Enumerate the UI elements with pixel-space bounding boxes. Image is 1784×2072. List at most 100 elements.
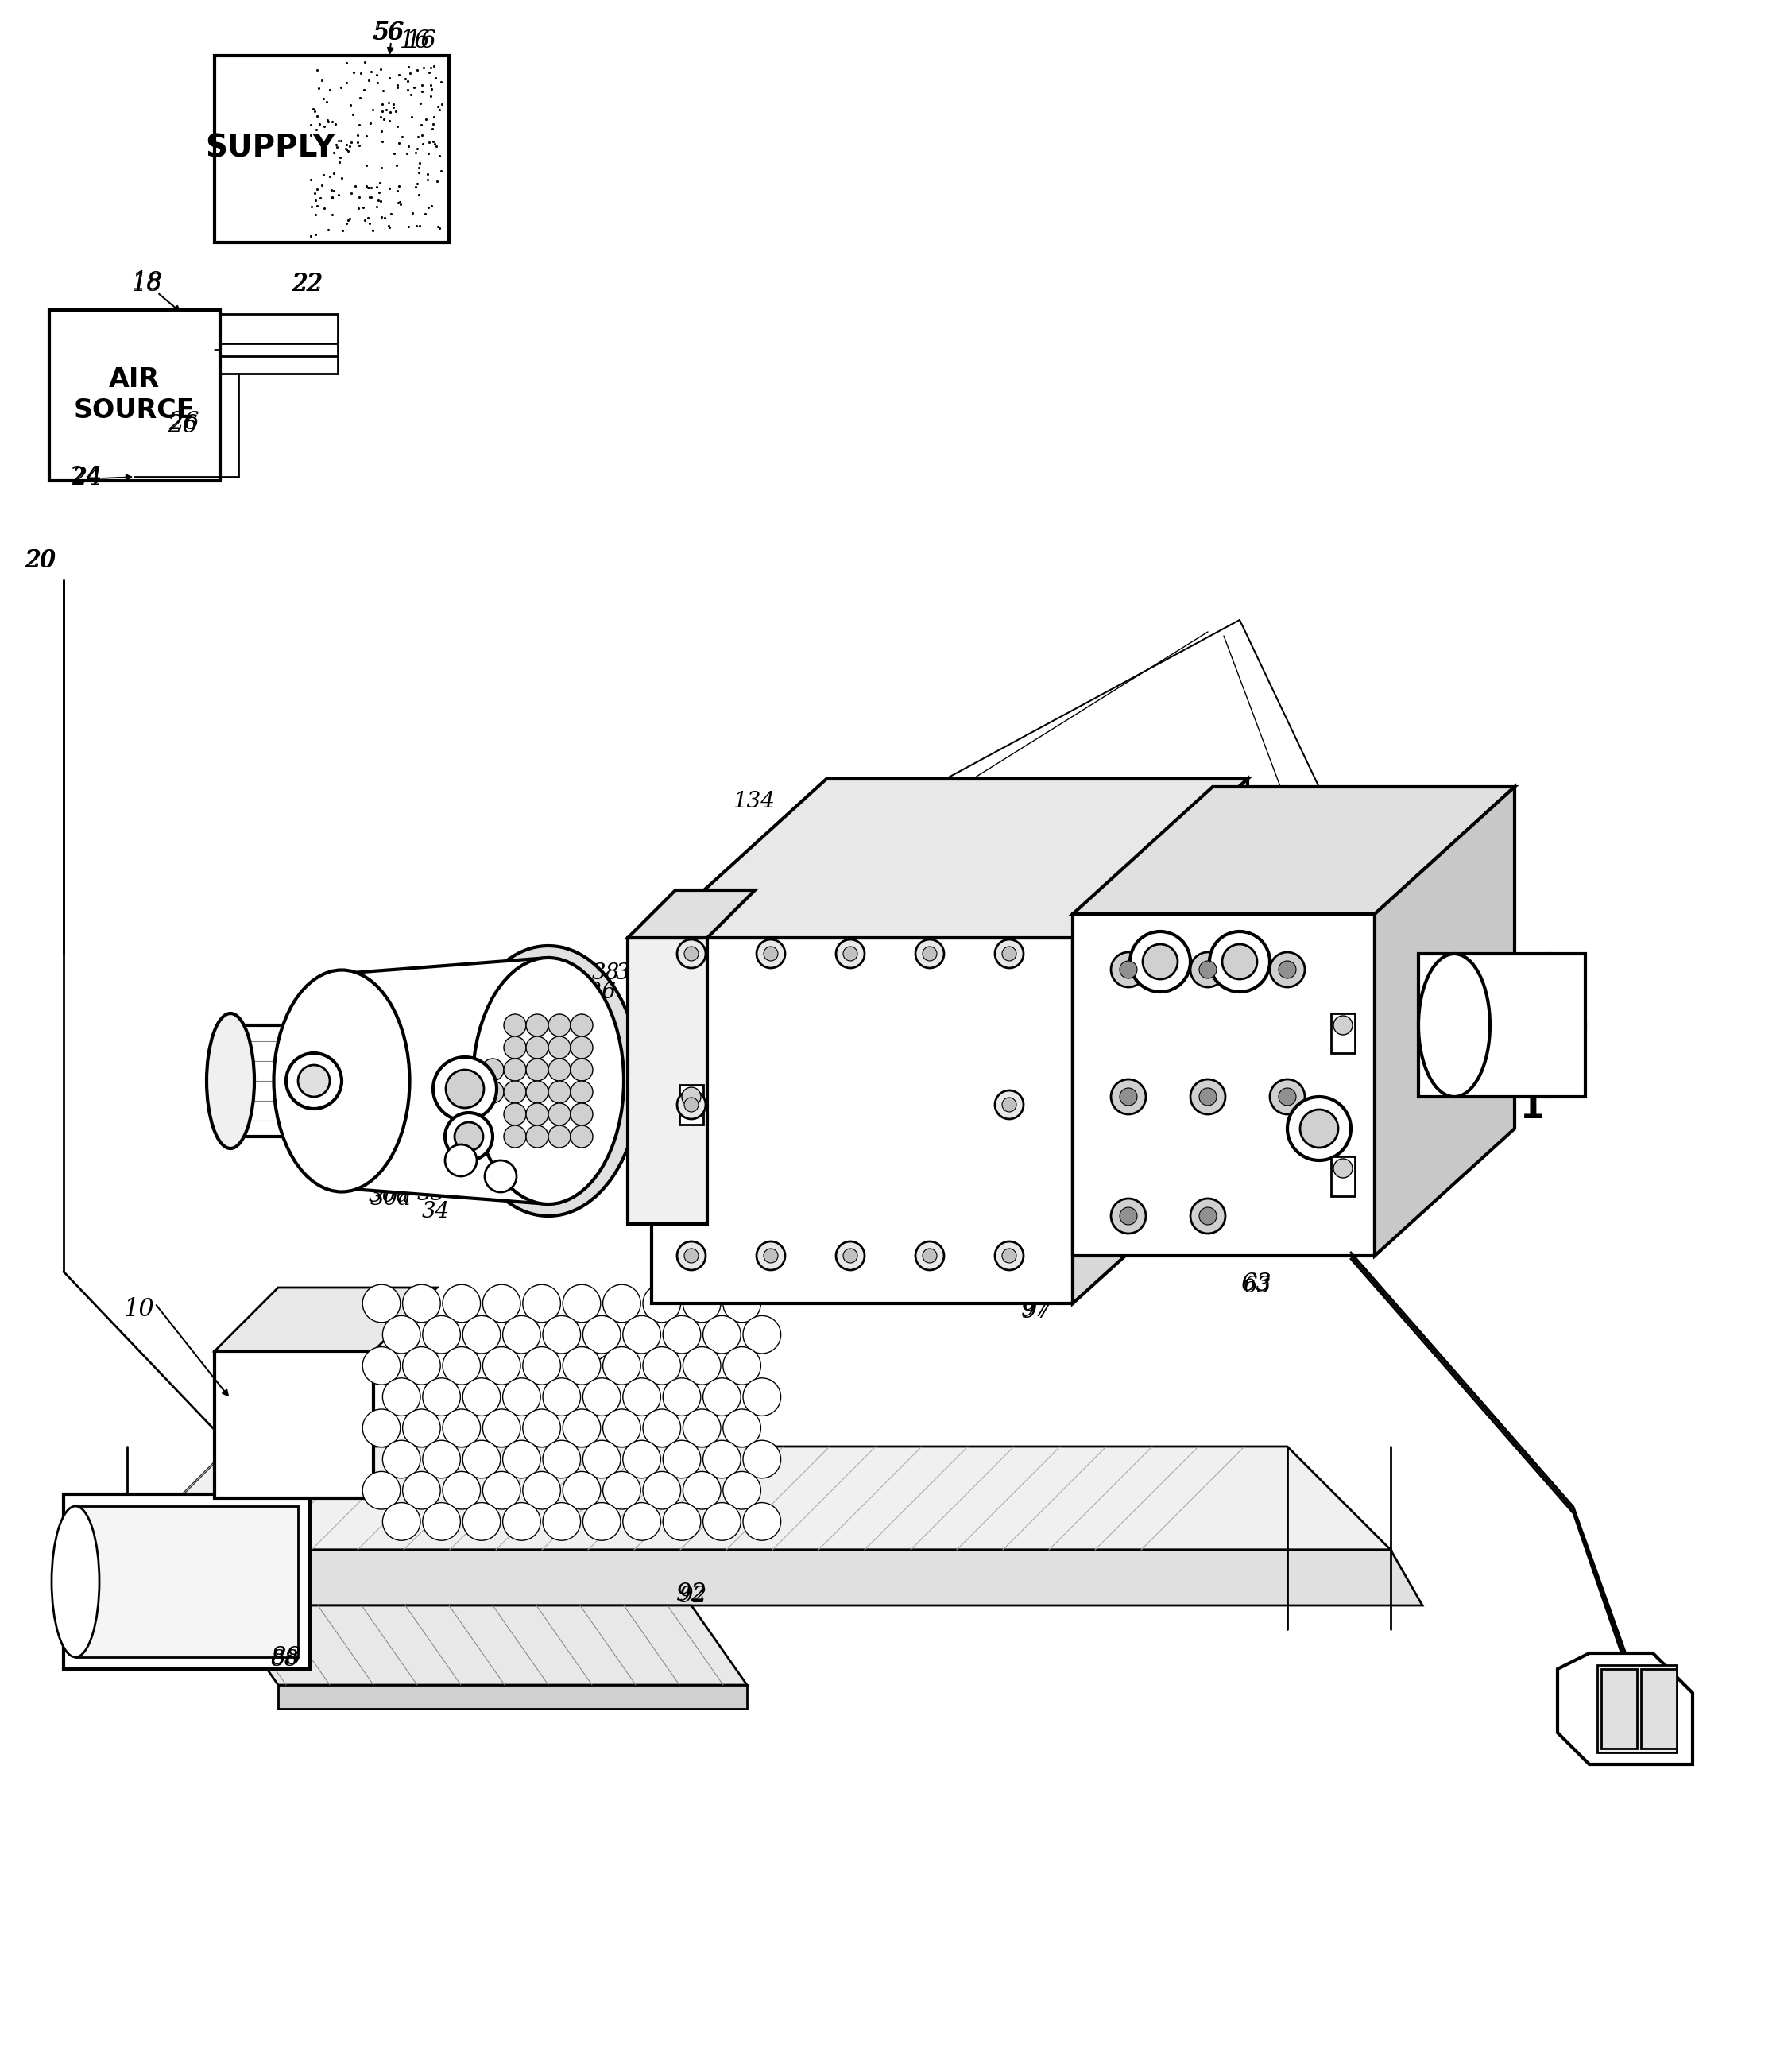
Circle shape (1003, 1249, 1017, 1264)
Circle shape (742, 1502, 781, 1539)
Circle shape (742, 1378, 781, 1415)
Circle shape (1003, 947, 1017, 961)
Circle shape (442, 1409, 480, 1446)
Circle shape (1190, 1198, 1226, 1233)
Circle shape (562, 1409, 601, 1446)
Circle shape (764, 1249, 778, 1264)
Text: 56: 56 (373, 21, 403, 46)
Circle shape (623, 1378, 660, 1415)
Text: FIG. 1: FIG. 1 (1427, 1092, 1545, 1125)
Circle shape (583, 1378, 621, 1415)
Circle shape (382, 1316, 421, 1353)
Circle shape (915, 1241, 944, 1270)
Circle shape (462, 1502, 501, 1539)
Circle shape (434, 1057, 496, 1121)
Circle shape (642, 1347, 681, 1384)
Circle shape (642, 1471, 681, 1508)
Circle shape (1279, 961, 1297, 978)
Circle shape (526, 1082, 548, 1102)
Text: 10: 10 (123, 1297, 155, 1322)
Circle shape (603, 1285, 640, 1322)
Text: 26: 26 (168, 412, 198, 437)
Circle shape (571, 1082, 592, 1102)
Circle shape (503, 1316, 541, 1353)
Circle shape (285, 1053, 343, 1109)
Text: 50: 50 (541, 1065, 571, 1090)
Circle shape (685, 1249, 699, 1264)
Text: 91: 91 (1006, 1260, 1037, 1285)
Circle shape (444, 1144, 476, 1177)
Polygon shape (651, 779, 1247, 939)
Bar (64, 1494, 310, 1670)
Circle shape (442, 1285, 480, 1322)
Ellipse shape (457, 945, 640, 1216)
Circle shape (723, 1409, 760, 1446)
Text: 18: 18 (132, 271, 162, 296)
Circle shape (603, 1347, 640, 1384)
Bar (680, 1086, 703, 1125)
Polygon shape (1072, 779, 1247, 1303)
Circle shape (542, 1378, 580, 1415)
Text: 22: 22 (293, 271, 323, 296)
Circle shape (837, 939, 865, 968)
Text: 134: 134 (1051, 783, 1092, 804)
Circle shape (503, 1059, 526, 1082)
Text: 132: 132 (660, 997, 703, 1019)
Circle shape (571, 1125, 592, 1148)
Text: 30: 30 (639, 945, 667, 966)
Circle shape (562, 1347, 601, 1384)
Circle shape (462, 1378, 501, 1415)
Circle shape (1111, 1080, 1145, 1115)
Text: 42: 42 (910, 1098, 937, 1119)
Circle shape (678, 1090, 706, 1119)
Circle shape (483, 1285, 521, 1322)
Polygon shape (628, 891, 755, 939)
Text: 110: 110 (414, 1042, 457, 1063)
Circle shape (1199, 961, 1217, 978)
Text: 44: 44 (878, 1059, 906, 1080)
Circle shape (483, 1471, 521, 1508)
Text: 24: 24 (71, 466, 103, 491)
Ellipse shape (207, 1013, 255, 1148)
Circle shape (756, 939, 785, 968)
Circle shape (542, 1502, 580, 1539)
Circle shape (503, 1013, 526, 1036)
Circle shape (482, 1059, 503, 1082)
Text: 134: 134 (731, 789, 774, 812)
Circle shape (995, 1090, 1024, 1119)
Circle shape (664, 1316, 701, 1353)
Circle shape (583, 1502, 621, 1539)
Circle shape (455, 1123, 483, 1150)
Text: 56: 56 (375, 21, 405, 46)
Circle shape (915, 939, 944, 968)
Text: 26: 26 (169, 410, 200, 435)
Circle shape (844, 1249, 858, 1264)
Circle shape (423, 1316, 460, 1353)
Circle shape (548, 1082, 571, 1102)
Bar (628, 939, 706, 1225)
Text: 126: 126 (573, 982, 615, 1003)
Circle shape (1333, 1015, 1352, 1034)
Circle shape (523, 1347, 560, 1384)
Circle shape (1129, 932, 1190, 992)
Circle shape (623, 1440, 660, 1477)
Circle shape (837, 1241, 865, 1270)
Circle shape (1120, 961, 1136, 978)
Circle shape (703, 1378, 740, 1415)
Polygon shape (214, 1287, 437, 1351)
Circle shape (542, 1316, 580, 1353)
Circle shape (462, 1316, 501, 1353)
Bar (1331, 1013, 1354, 1053)
Circle shape (382, 1502, 421, 1539)
Circle shape (1210, 932, 1270, 992)
Text: 63: 63 (1243, 1274, 1272, 1297)
Circle shape (503, 1125, 526, 1148)
Text: 90: 90 (589, 1330, 615, 1353)
Ellipse shape (273, 970, 410, 1191)
Circle shape (503, 1440, 541, 1477)
Circle shape (1120, 1208, 1136, 1225)
Circle shape (362, 1285, 400, 1322)
Circle shape (1003, 1098, 1017, 1113)
Circle shape (403, 1347, 441, 1384)
Circle shape (1270, 953, 1304, 986)
